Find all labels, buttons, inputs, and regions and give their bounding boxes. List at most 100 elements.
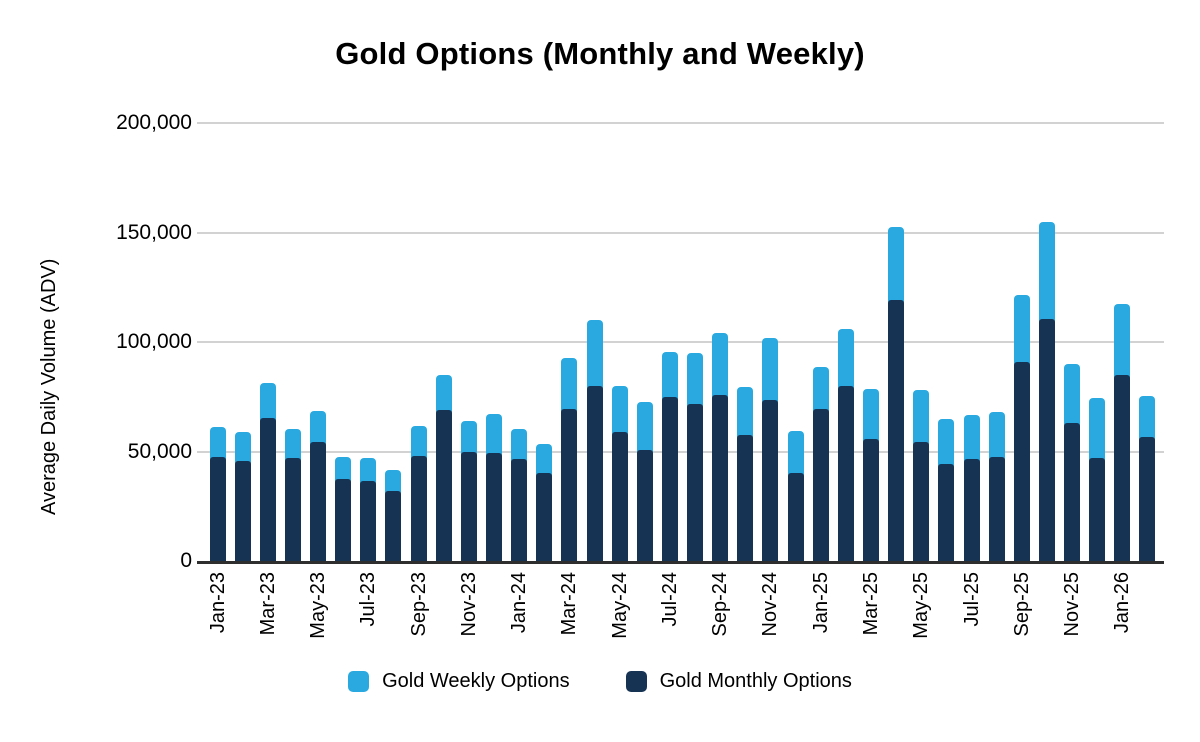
bar-Sep-24 bbox=[712, 123, 729, 561]
bar-segment-monthly bbox=[284, 458, 301, 561]
bar-Mar-23 bbox=[259, 123, 276, 561]
legend-item-monthly: Gold Monthly Options bbox=[625, 670, 852, 693]
bar-Jan-26 bbox=[1114, 123, 1131, 561]
y-tick-label: 100,000 bbox=[116, 330, 192, 353]
legend-label-weekly: Gold Weekly Options bbox=[382, 670, 570, 692]
bar-May-23 bbox=[310, 123, 327, 561]
bar-Nov-23 bbox=[460, 123, 477, 561]
bar-Jan-24 bbox=[511, 123, 528, 561]
bar-Sep-23 bbox=[410, 123, 427, 561]
bar-Aug-23 bbox=[385, 123, 402, 561]
x-tick-label: Nov-25 bbox=[1061, 572, 1084, 637]
bar-segment-monthly bbox=[511, 459, 528, 561]
x-tick-label: Nov-24 bbox=[759, 572, 782, 637]
bar-Dec-23 bbox=[486, 123, 502, 561]
bar-segment-monthly bbox=[486, 452, 502, 561]
bar-segment-monthly bbox=[611, 431, 628, 561]
bar-Oct-25 bbox=[1038, 123, 1055, 561]
bar-Feb-25 bbox=[837, 123, 854, 561]
x-tick-label: Jul-23 bbox=[357, 572, 380, 627]
bar-Jun-25 bbox=[938, 123, 955, 561]
bar-segment-monthly bbox=[988, 456, 1005, 561]
bar-segment-monthly bbox=[561, 408, 578, 561]
bar-segment-monthly bbox=[435, 409, 452, 561]
bar-segment-monthly bbox=[310, 441, 327, 561]
x-tick-label: Jan-25 bbox=[809, 572, 832, 634]
bar-segment-monthly bbox=[687, 404, 704, 561]
bar-May-25 bbox=[913, 123, 930, 561]
y-tick-label: 50,000 bbox=[127, 439, 192, 463]
bar-segment-monthly bbox=[259, 417, 276, 561]
y-tick-label: 0 bbox=[180, 549, 192, 572]
x-tick-label: Mar-23 bbox=[256, 572, 279, 636]
x-tick-label: Jan-23 bbox=[206, 572, 229, 634]
bar-segment-monthly bbox=[1038, 319, 1055, 561]
bar-segment-monthly bbox=[360, 481, 377, 561]
bar-Apr-25 bbox=[888, 123, 905, 561]
bar-Jun-23 bbox=[335, 123, 352, 561]
bar-segment-monthly bbox=[460, 451, 477, 561]
bar-segment-monthly bbox=[1139, 437, 1156, 561]
y-tick-label: 200,000 bbox=[116, 111, 192, 134]
bar-segment-monthly bbox=[712, 394, 729, 561]
legend-swatch-monthly bbox=[625, 671, 647, 692]
legend: Gold Weekly Options Gold Monthly Options bbox=[0, 670, 1200, 693]
bar-Oct-23 bbox=[435, 123, 452, 561]
y-tick-label: 150,000 bbox=[116, 220, 192, 244]
gridline-200,000 bbox=[197, 122, 1164, 124]
x-tick-label: Sep-24 bbox=[709, 572, 732, 637]
bar-segment-monthly bbox=[888, 300, 905, 561]
x-tick-label: Sep-23 bbox=[407, 572, 430, 637]
bar-Jul-24 bbox=[661, 123, 678, 561]
gridline-50,000 bbox=[197, 450, 1164, 453]
x-tick-label: May-24 bbox=[608, 572, 631, 639]
legend-item-weekly: Gold Weekly Options bbox=[348, 670, 570, 693]
bar-Sep-25 bbox=[1013, 123, 1030, 561]
bar-segment-monthly bbox=[234, 461, 251, 561]
bar-segment-monthly bbox=[1089, 458, 1106, 561]
bar-Apr-24 bbox=[586, 123, 603, 561]
chart-title: Gold Options (Monthly and Weekly) bbox=[335, 36, 865, 71]
x-tick-label: Mar-25 bbox=[859, 572, 882, 636]
gridline-100,000 bbox=[197, 341, 1164, 343]
bar-Aug-24 bbox=[687, 123, 704, 561]
bar-segment-monthly bbox=[963, 459, 980, 561]
bar-segment-monthly bbox=[335, 478, 352, 561]
bar-segment-monthly bbox=[536, 473, 553, 561]
bar-segment-monthly bbox=[837, 385, 854, 561]
x-tick-label: Nov-23 bbox=[457, 572, 480, 637]
bar-Dec-24 bbox=[787, 123, 804, 561]
bar-Mar-24 bbox=[561, 123, 578, 561]
bar-segment-monthly bbox=[586, 385, 603, 561]
bar-segment-monthly bbox=[762, 400, 779, 561]
x-tick-label: Mar-24 bbox=[558, 572, 581, 636]
bar-Oct-24 bbox=[737, 123, 754, 561]
bar-May-24 bbox=[611, 123, 628, 561]
bar-Feb-26 bbox=[1139, 123, 1156, 561]
bar-Nov-25 bbox=[1064, 123, 1081, 561]
bar-Jul-23 bbox=[360, 123, 377, 561]
bar-segment-monthly bbox=[636, 450, 653, 561]
x-tick-label: May-25 bbox=[910, 572, 933, 639]
bar-segment-monthly bbox=[385, 490, 402, 561]
bar-Feb-24 bbox=[536, 123, 553, 561]
x-axis-line bbox=[197, 561, 1164, 564]
bar-segment-monthly bbox=[209, 456, 226, 561]
x-tick-label: Jul-24 bbox=[658, 572, 681, 627]
gridline-150,000 bbox=[197, 231, 1164, 234]
bar-segment-monthly bbox=[1114, 374, 1131, 561]
bar-segment-monthly bbox=[410, 455, 427, 561]
bar-Jun-24 bbox=[636, 123, 653, 561]
bar-segment-monthly bbox=[787, 473, 804, 561]
bar-Mar-25 bbox=[862, 123, 879, 561]
bar-Jan-25 bbox=[812, 123, 829, 561]
bar-segment-monthly bbox=[938, 463, 955, 561]
bar-segment-monthly bbox=[812, 408, 829, 561]
bar-Nov-24 bbox=[762, 123, 779, 561]
legend-label-monthly: Gold Monthly Options bbox=[659, 670, 852, 692]
bar-segment-monthly bbox=[913, 441, 930, 561]
bar-Aug-25 bbox=[988, 123, 1005, 561]
x-tick-label: Jul-25 bbox=[960, 572, 983, 627]
